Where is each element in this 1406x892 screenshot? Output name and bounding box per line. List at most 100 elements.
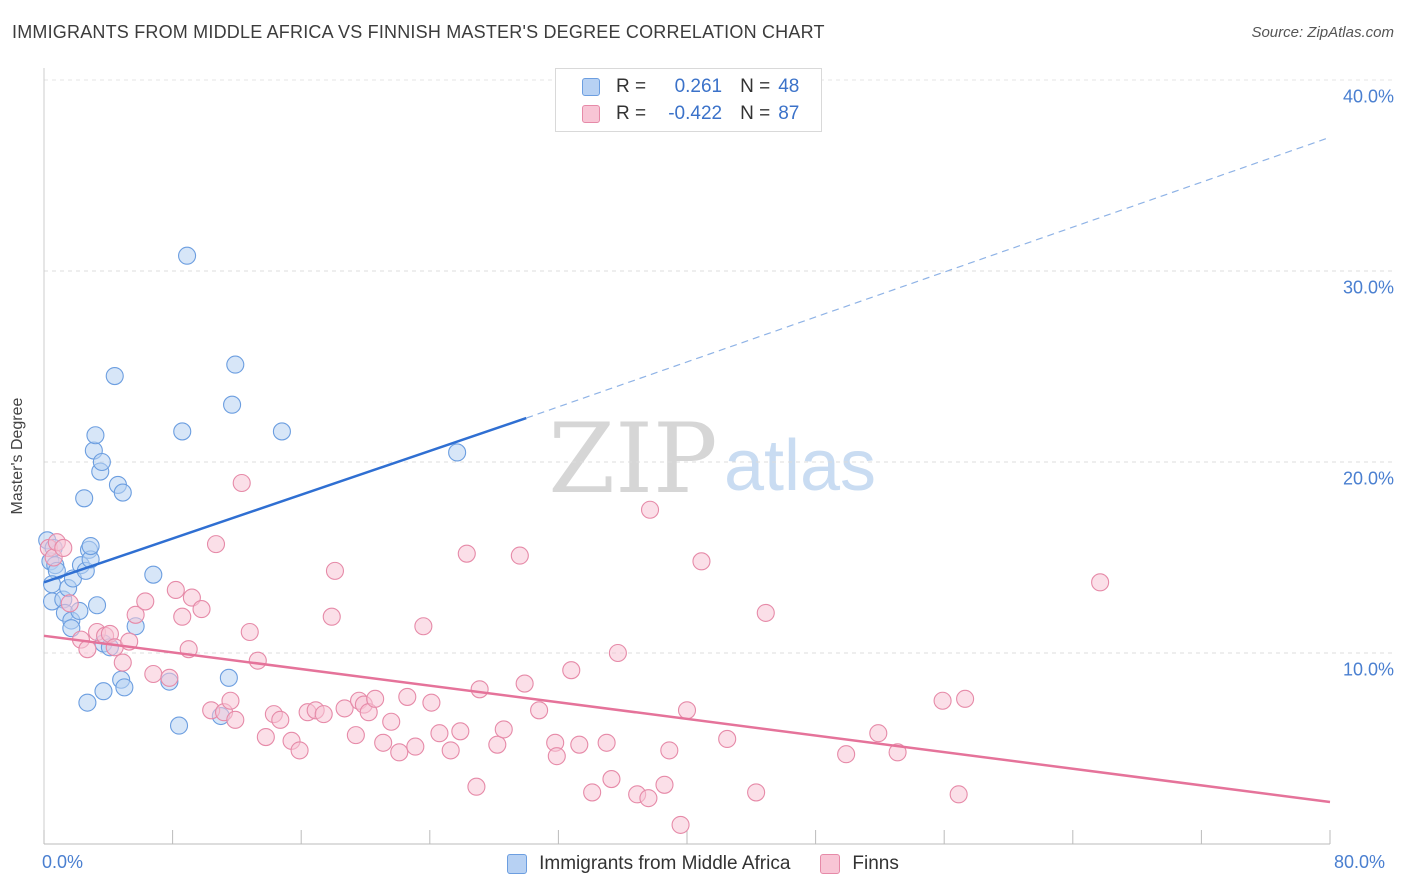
watermark-zip: ZIP (548, 403, 717, 515)
data-point-finns (655, 775, 674, 794)
data-point-finns (639, 789, 658, 808)
data-point-finns (382, 712, 401, 731)
trend-line-middle-africa-extended (526, 136, 1331, 419)
data-point-finns (322, 607, 341, 626)
data-point-finns (660, 741, 679, 760)
y-tick-label-30: 30.0% (1342, 277, 1394, 298)
data-point-immigrants-from-middle-africa (87, 596, 107, 615)
series-legend-swatch-middle-africa (507, 854, 528, 874)
data-point-immigrants-from-middle-africa (173, 422, 192, 441)
data-point-immigrants-from-middle-africa (144, 565, 163, 584)
data-point-finns (54, 538, 73, 558)
data-point-immigrants-from-middle-africa (448, 443, 467, 462)
legend-r-label: R = (616, 76, 647, 97)
data-point-finns (488, 735, 507, 754)
data-point-finns (888, 743, 907, 762)
data-point-finns (515, 674, 534, 693)
y-tick-label-40: 40.0% (1342, 86, 1394, 107)
data-point-immigrants-from-middle-africa (92, 452, 111, 472)
data-point-finns (692, 552, 711, 571)
y-tick-label-10: 10.0% (1342, 659, 1394, 680)
legend-n-label: N = (740, 103, 771, 124)
data-point-finns (290, 741, 309, 760)
data-point-finns (597, 733, 616, 752)
data-point-finns (144, 664, 163, 684)
data-point-finns (240, 622, 259, 642)
data-point-finns (933, 691, 952, 710)
legend-swatch-middle-africa (582, 78, 600, 96)
data-point-finns (173, 607, 192, 626)
data-point-finns (374, 733, 393, 752)
trend-line-finns (43, 634, 1331, 804)
data-point-finns (366, 689, 385, 708)
data-point-finns (837, 745, 856, 764)
data-point-finns (494, 720, 513, 739)
data-point-finns (248, 651, 267, 670)
data-point-immigrants-from-middle-africa (226, 355, 245, 374)
data-point-finns (441, 741, 460, 760)
data-point-finns (671, 815, 690, 834)
chart-title: IMMIGRANTS FROM MIDDLE AFRICA VS FINNISH… (12, 22, 825, 42)
source-label: Source: ZipAtlas.com (1251, 24, 1394, 41)
data-point-finns (160, 668, 179, 687)
data-point-finns (457, 544, 476, 563)
data-point-finns (398, 687, 417, 706)
data-point-finns (869, 724, 888, 743)
trend-line-middle-africa (43, 416, 527, 584)
data-point-immigrants-from-middle-africa (113, 483, 132, 502)
data-point-finns (956, 689, 975, 708)
data-point-immigrants-from-middle-africa (169, 716, 189, 735)
data-point-finns (314, 705, 333, 724)
data-point-immigrants-from-middle-africa (81, 536, 100, 556)
data-point-finns (422, 693, 441, 712)
data-point-finns (390, 743, 409, 762)
data-point-immigrants-from-middle-africa (272, 422, 291, 441)
legend-n-value: 87 (778, 103, 800, 124)
data-point-immigrants-from-middle-africa (115, 678, 134, 697)
data-point-immigrants-from-middle-africa (86, 426, 105, 445)
series-legend-item-finns[interactable]: Finns (820, 853, 899, 875)
data-point-immigrants-from-middle-africa (223, 395, 242, 414)
correlation-legend: R = 0.261 N = 48 R = -0.422 N = 87 (555, 68, 822, 132)
x-tick-label-max: 80.0% (1334, 852, 1386, 872)
data-point-finns (756, 603, 775, 622)
series-legend-item-middle-africa[interactable]: Immigrants from Middle Africa (507, 853, 790, 875)
legend-n-label: N = (740, 76, 771, 97)
data-point-finns (256, 727, 275, 747)
data-point-immigrants-from-middle-africa (78, 693, 97, 712)
data-point-finns (346, 726, 365, 745)
data-point-finns (221, 691, 240, 710)
data-point-finns (430, 724, 449, 743)
y-axis-label: Master's Degree (9, 397, 26, 515)
data-point-finns (608, 643, 627, 663)
data-point-finns (1091, 573, 1110, 592)
data-point-finns (232, 473, 251, 493)
data-point-finns (192, 600, 211, 619)
legend-row-middle-africa: R = 0.261 N = 48 (582, 75, 799, 99)
data-point-finns (470, 680, 489, 699)
data-point-finns (467, 777, 486, 796)
legend-r-value: -0.422 (668, 103, 723, 124)
legend-r-value: 0.261 (674, 76, 723, 97)
watermark-atlas: atlas (724, 426, 876, 506)
data-point-finns (570, 735, 589, 754)
data-point-immigrants-from-middle-africa (75, 489, 94, 508)
legend-swatch-finns (582, 105, 600, 123)
data-point-finns (677, 701, 697, 720)
data-point-finns (562, 661, 581, 680)
data-point-finns (406, 737, 425, 756)
legend-row-finns: R = -0.422 N = 87 (582, 102, 799, 126)
series-legend-swatch-finns (820, 854, 841, 874)
series-legend: Immigrants from Middle Africa Finns (0, 853, 1406, 875)
x-tick-label-min: 0.0% (42, 852, 84, 872)
data-point-finns (136, 592, 155, 611)
data-point-finns (718, 729, 737, 749)
legend-n-value: 48 (778, 76, 800, 97)
data-point-finns (206, 535, 226, 554)
data-point-immigrants-from-middle-africa (94, 682, 113, 701)
data-point-finns (414, 617, 433, 636)
data-point-immigrants-from-middle-africa (105, 366, 124, 386)
data-point-finns (166, 580, 185, 600)
data-point-finns (335, 699, 354, 718)
